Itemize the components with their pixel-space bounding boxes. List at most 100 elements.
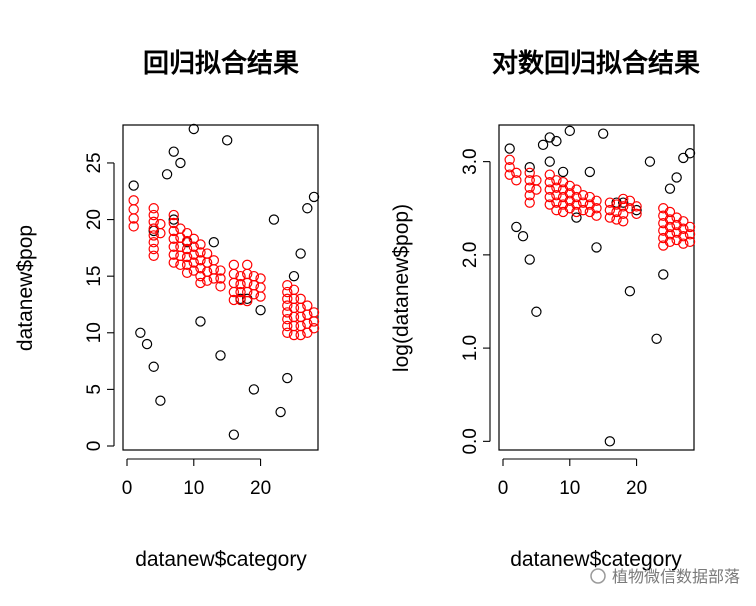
fitted-point (175, 259, 186, 271)
fitted-point (524, 197, 535, 208)
fitted-point (604, 212, 616, 223)
fitted-point (678, 231, 689, 242)
fitted-point (235, 286, 246, 298)
observed-point (604, 436, 616, 447)
right-plot-points (504, 125, 696, 447)
observed-point (215, 350, 226, 361)
observed-point (148, 361, 159, 372)
fitted-point (282, 327, 293, 338)
fitted-point (551, 204, 562, 216)
observed-point (255, 304, 266, 316)
right-x-axis-label: datanew$category (510, 548, 682, 571)
fitted-point (504, 154, 515, 165)
fitted-point (504, 162, 515, 173)
y-tick-label: 10 (84, 322, 105, 343)
observed-point (684, 148, 696, 159)
right-plot-box (498, 124, 695, 451)
fitted-point (181, 267, 193, 278)
x-tick-label: 10 (183, 478, 204, 499)
fitted-point (215, 273, 226, 284)
fitted-point (551, 197, 562, 208)
observed-point (221, 135, 233, 146)
fitted-point (128, 195, 139, 206)
fitted-point (684, 236, 696, 248)
left-chart: 回归拟合结果 0 5 10 15 20 25 0 10 20 datanew$category… (14, 48, 320, 571)
observed-point (644, 156, 656, 167)
fitted-point (288, 329, 300, 341)
fitted-point (242, 259, 253, 271)
x-tick-label: 20 (250, 478, 271, 499)
observed-point (597, 128, 609, 139)
fitted-point (195, 247, 206, 258)
fitted-point (544, 176, 555, 188)
fitted-point (295, 329, 306, 341)
fitted-point (611, 199, 622, 210)
fitted-point (188, 265, 199, 276)
fitted-point (678, 223, 689, 234)
fitted-point (524, 182, 535, 193)
fitted-point (571, 199, 582, 210)
fitted-point (215, 265, 226, 276)
fitted-point (148, 250, 159, 261)
observed-point (208, 237, 220, 248)
fitted-point (195, 277, 206, 289)
fitted-point (577, 197, 589, 208)
observed-point (631, 204, 642, 216)
y-tick-label: 1.0 (460, 335, 481, 361)
y-tick-label: 20 (84, 209, 105, 230)
observed-point (228, 429, 240, 440)
fitted-point (148, 230, 159, 241)
y-tick-label: 15 (84, 266, 105, 287)
fitted-point (618, 208, 629, 220)
observed-point (651, 333, 662, 344)
fitted-point (201, 275, 213, 286)
fitted-point (168, 257, 179, 268)
fitted-point (308, 323, 320, 334)
y-tick-label: 0 (84, 441, 105, 452)
fitted-point (664, 229, 676, 240)
fitted-point (571, 191, 582, 203)
x-tick-label: 20 (626, 478, 647, 499)
observed-point (135, 327, 146, 338)
fitted-point (684, 229, 696, 240)
observed-point (678, 152, 689, 164)
observed-point (195, 316, 206, 327)
fitted-point (181, 259, 193, 271)
observed-point (664, 183, 676, 194)
fitted-point (504, 169, 515, 180)
fitted-point (188, 257, 199, 268)
fitted-point (282, 300, 293, 311)
fitted-point (248, 289, 260, 300)
observed-point (504, 143, 515, 154)
fitted-point (195, 255, 206, 266)
fitted-point (531, 175, 542, 186)
fitted-point (544, 199, 555, 210)
fitted-point (195, 263, 206, 274)
left-chart-title: 回归拟合结果 (143, 48, 299, 79)
fitted-point (242, 295, 253, 307)
fitted-point (168, 241, 179, 252)
observed-point (544, 156, 555, 167)
fitted-point (664, 221, 676, 233)
fitted-point (544, 169, 555, 180)
left-y-axis-label: datanew$pop (14, 225, 37, 351)
observed-point (564, 125, 575, 137)
y-tick-label: 25 (84, 152, 105, 173)
observed-point (618, 197, 629, 208)
fitted-point (571, 184, 582, 195)
fitted-point (228, 286, 240, 298)
fitted-point (631, 208, 642, 220)
observed-point (571, 212, 582, 223)
observed-point (161, 169, 173, 180)
x-tick-label: 10 (559, 478, 580, 499)
observed-point (128, 180, 139, 191)
observed-point (295, 248, 306, 259)
fitted-point (188, 249, 199, 260)
fitted-point (282, 314, 293, 325)
left-x-axis-label: datanew$category (135, 548, 307, 571)
fitted-point (155, 227, 166, 239)
watermark: 植物微信数据部落 (590, 567, 740, 586)
y-tick-label: 0.0 (460, 428, 481, 454)
y-tick-label: 5 (84, 384, 105, 395)
fitted-point (531, 184, 542, 195)
